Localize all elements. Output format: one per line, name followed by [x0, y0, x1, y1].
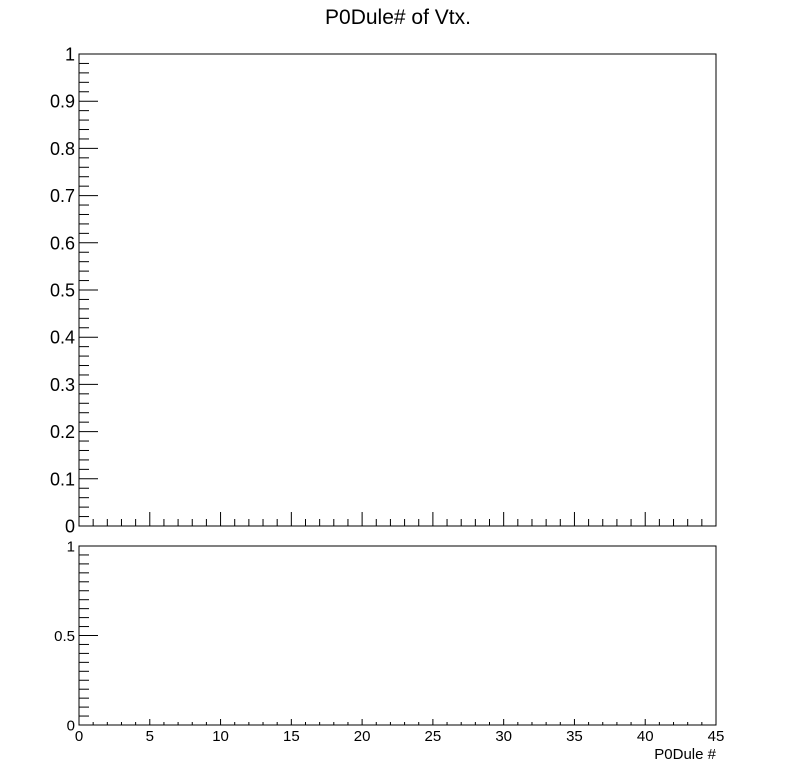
bottom-x-tick-label: 0: [75, 728, 83, 745]
top-y-tick-label: 0.6: [50, 233, 75, 253]
bottom-x-tick-label: 5: [146, 728, 154, 745]
chart-title: P0Dule# of Vtx.: [325, 6, 471, 29]
top-y-tick-label: 0.2: [50, 422, 75, 442]
top-y-tick-label: 0.7: [50, 186, 75, 206]
bottom-y-tick-label: 0.5: [54, 628, 75, 645]
bottom-y-tick-label: 1: [67, 538, 75, 555]
bottom-y-tick-label: 0: [67, 717, 75, 734]
bottom-x-tick-label: 45: [708, 728, 725, 745]
bottom-x-tick-label: 30: [495, 728, 512, 745]
top-y-tick-label: 0.4: [50, 328, 75, 348]
bottom-x-tick-label: 15: [283, 728, 300, 745]
bottom-x-tick-label: 10: [212, 728, 229, 745]
top-y-tick-label: 0.3: [50, 375, 75, 395]
top-y-tick-label: 0.8: [50, 139, 75, 159]
top-y-tick-label: 1: [65, 44, 75, 64]
bottom-x-tick-label: 40: [637, 728, 654, 745]
bottom-x-tick-label: 20: [354, 728, 371, 745]
x-axis-label: P0Dule #: [654, 746, 716, 763]
top-y-tick-label: 0.1: [50, 469, 75, 489]
top-y-tick-label: 0.9: [50, 92, 75, 112]
top-plot-frame: [78, 53, 717, 527]
bottom-plot-frame: [78, 545, 717, 726]
bottom-x-tick-label: 35: [566, 728, 583, 745]
top-y-tick-label: 0.5: [50, 280, 75, 300]
bottom-x-tick-label: 25: [425, 728, 442, 745]
top-y-tick-label: 0: [65, 516, 75, 536]
